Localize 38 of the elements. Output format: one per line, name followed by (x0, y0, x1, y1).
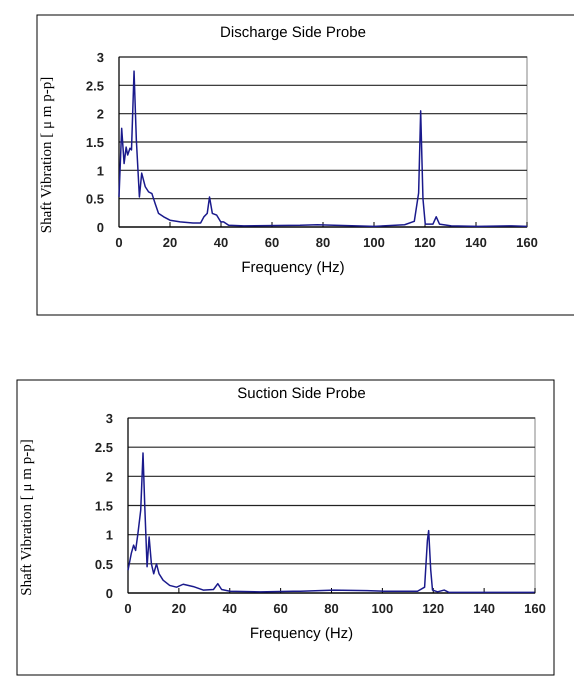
x-tick-label: 0 (115, 235, 123, 250)
x-tick-label: 20 (162, 235, 178, 250)
x-tick-label: 80 (316, 235, 330, 250)
x-tick-label: 40 (222, 601, 237, 616)
y-axis-title: Shaft Vibration [ μ m p-p] (19, 439, 35, 596)
y-tick-label: 1.5 (86, 135, 104, 150)
x-tick-label: 100 (372, 601, 394, 616)
x-tick-label: 60 (273, 601, 288, 616)
x-tick-label: 160 (524, 601, 546, 616)
y-tick-label: 1 (106, 528, 113, 543)
x-tick-label: 120 (414, 235, 436, 250)
x-tick-label: 80 (324, 601, 339, 616)
chart-title: Suction Side Probe (237, 385, 366, 402)
x-axis-title: Frequency (Hz) (250, 625, 354, 642)
x-tick-label: 40 (214, 235, 228, 250)
x-tick-label: 20 (172, 601, 186, 616)
y-tick-label: 2.5 (86, 78, 104, 94)
y-tick-label: 0 (106, 586, 113, 601)
y-tick-label: 2.5 (94, 440, 113, 456)
x-tick-label: 100 (363, 235, 385, 250)
x-tick-label: 120 (422, 601, 444, 616)
y-tick-label: 3 (106, 411, 113, 426)
x-tick-label: 160 (516, 235, 538, 250)
y-tick-label: 0.5 (86, 192, 104, 207)
x-tick-label: 60 (264, 235, 280, 250)
chart-title: Discharge Side Probe (220, 24, 366, 41)
x-tick-label: 140 (473, 601, 495, 616)
y-tick-label: 2 (106, 469, 113, 484)
x-tick-label: 0 (124, 601, 132, 616)
y-tick-label: 1.5 (94, 498, 113, 514)
y-tick-label: 2 (96, 106, 104, 122)
y-axis-title: Shaft Vibration [ μ m p-p] (39, 76, 55, 234)
x-tick-label: 140 (465, 235, 487, 250)
x-axis-title: Frequency (Hz) (241, 259, 345, 276)
y-tick-label: 0 (96, 220, 104, 235)
y-tick-label: 0.5 (94, 556, 113, 572)
y-tick-label: 1 (96, 163, 104, 178)
y-tick-label: 3 (96, 50, 104, 65)
